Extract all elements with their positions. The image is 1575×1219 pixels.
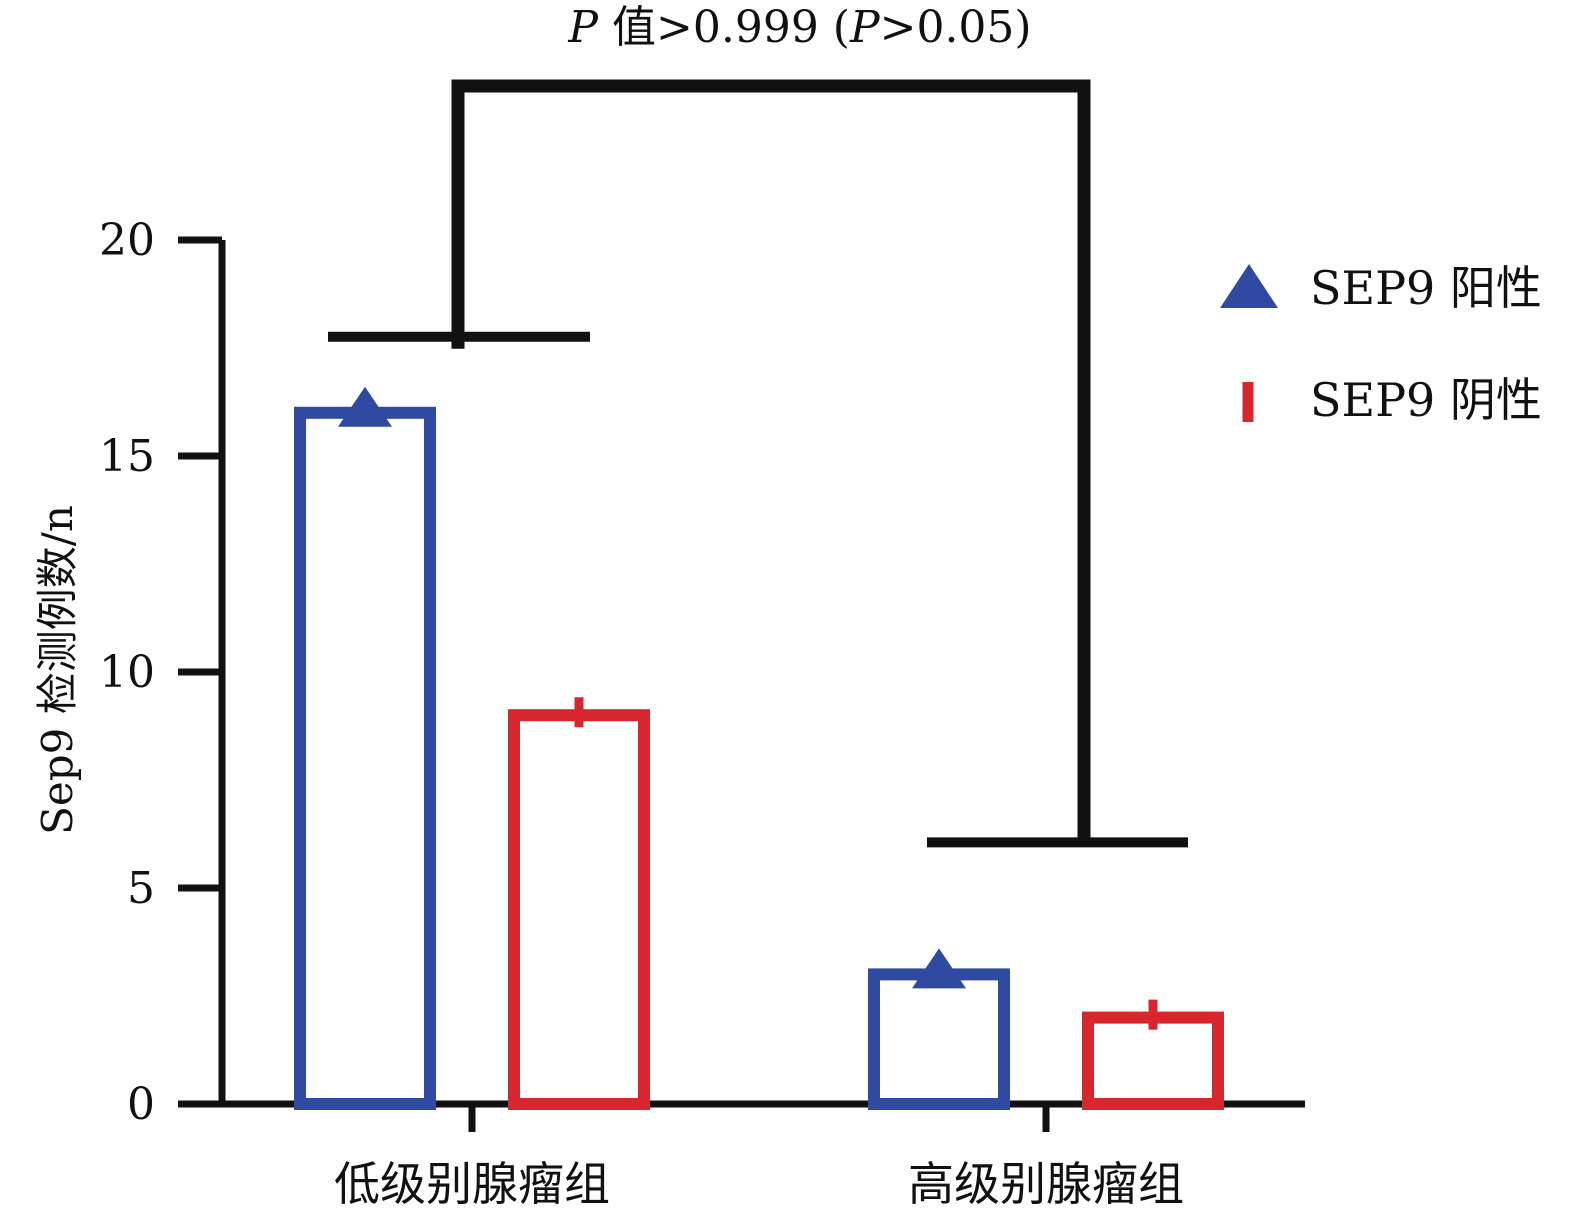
chart-title: P 值>0.999 (P>0.05)	[567, 2, 1031, 53]
title-end: >0.05)	[880, 2, 1032, 53]
x-category-label: 高级别腺瘤组	[908, 1157, 1184, 1211]
y-axis-label: Sep9 检测例数/n	[33, 505, 82, 835]
title-p2: P	[849, 2, 881, 53]
legend: SEP9 阳性 SEP9 阴性	[1220, 261, 1542, 427]
y-tick-label: 20	[99, 215, 155, 266]
data-marker-triangle	[338, 386, 392, 427]
y-ticks: 0 5 10 15 20	[99, 215, 222, 1130]
y-tick-label: 5	[127, 863, 155, 914]
y-tick-label: 15	[99, 431, 155, 482]
legend-triangle-marker	[1220, 264, 1278, 308]
title-mid: 值>0.999 (	[598, 2, 850, 53]
x-ticks: 低级别腺瘤组 高级别腺瘤组	[334, 1104, 1184, 1211]
bracket-line	[451, 79, 1091, 843]
title-p1: P	[567, 2, 599, 53]
y-tick-label: 10	[99, 647, 155, 698]
legend-label: SEP9 阴性	[1310, 373, 1542, 427]
bar	[1082, 1011, 1224, 1110]
y-tick-label: 0	[127, 1079, 155, 1130]
bar	[294, 406, 436, 1110]
data-marker-triangle	[912, 948, 966, 989]
x-category-label: 低级别腺瘤组	[334, 1157, 610, 1211]
bar	[868, 968, 1010, 1111]
bars	[294, 386, 1224, 1111]
legend-label: SEP9 阳性	[1310, 261, 1542, 315]
significance-bracket	[328, 79, 1188, 848]
bar	[508, 709, 650, 1110]
